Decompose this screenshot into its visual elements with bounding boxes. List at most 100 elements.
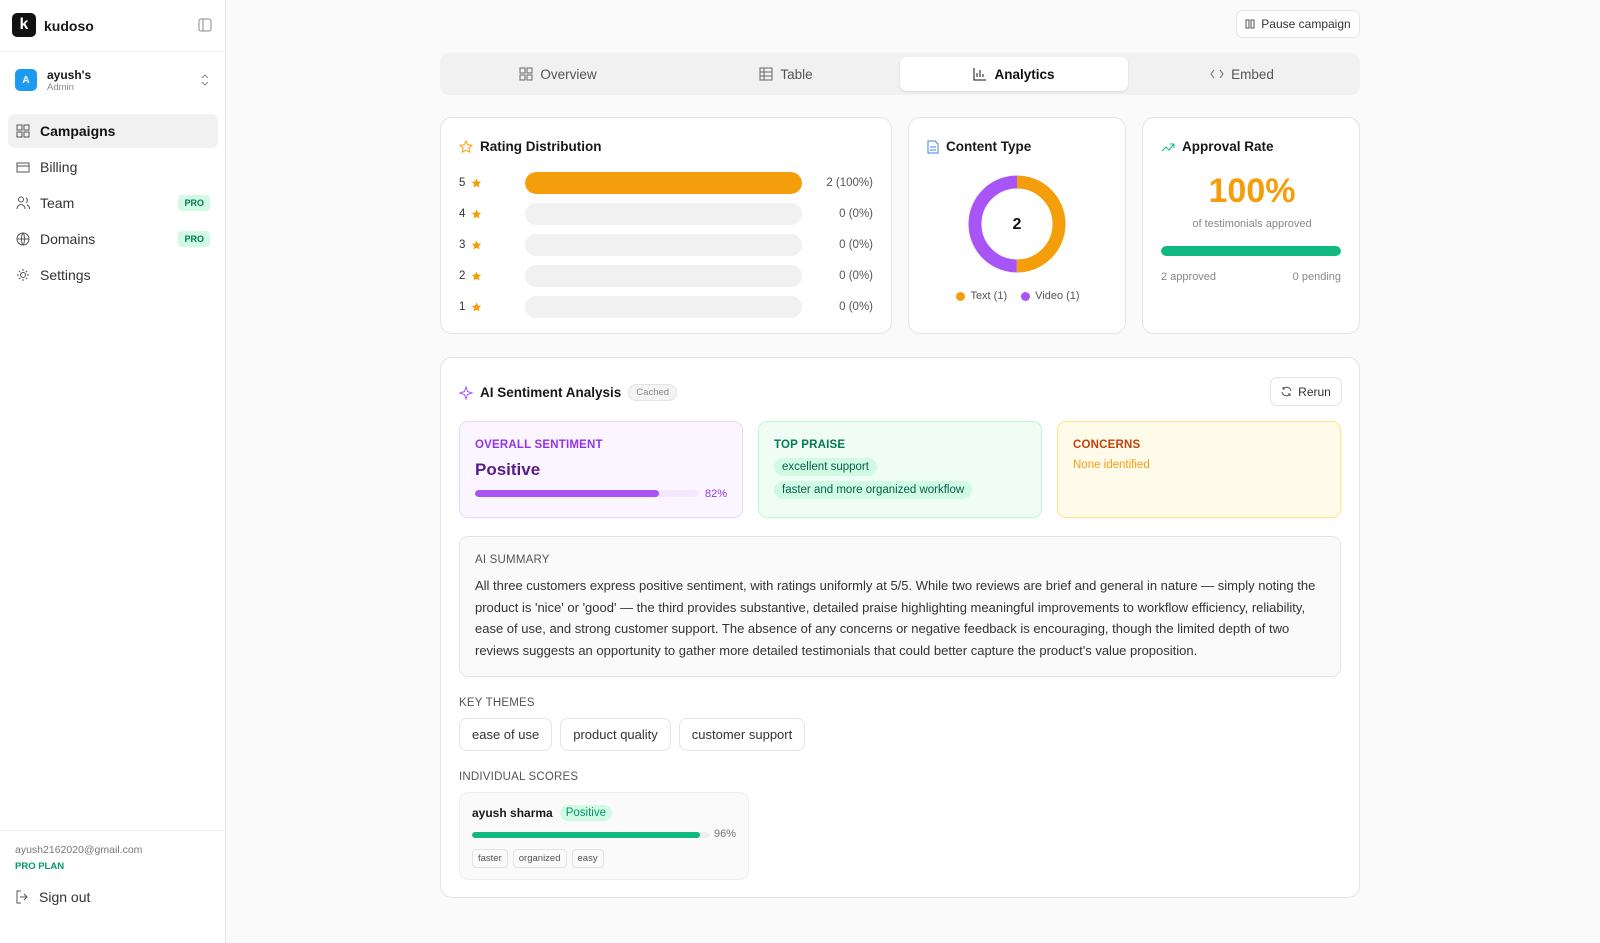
nav-item[interactable]: Campaigns (8, 114, 218, 148)
icon-path (16, 232, 30, 246)
theme-chip: product quality (560, 718, 671, 751)
praise-panel: TOP PRAISE excellent support faster and m… (758, 421, 1042, 518)
pause-icon (1245, 19, 1255, 29)
panel-heading: AI SUMMARY (475, 554, 550, 566)
nav-item[interactable]: Billing (8, 150, 218, 184)
nav-label: Billing (40, 159, 78, 175)
star-count: 1 (459, 301, 466, 313)
nav-label: Domains (40, 231, 96, 247)
rerun-button[interactable]: Rerun (1270, 377, 1342, 406)
card-title: Content Type (946, 139, 1032, 154)
tab[interactable]: Table (672, 57, 900, 91)
sign-out-label: Sign out (39, 889, 91, 905)
card-header: Content Type (927, 139, 1031, 154)
icon-path (16, 162, 30, 173)
tab[interactable]: Analytics (900, 57, 1128, 91)
legend: Text (1) Video (1) (909, 290, 1127, 302)
icon-path (17, 269, 29, 281)
panel-heading: OVERALL SENTIMENT (475, 439, 603, 451)
workspace-switcher[interactable]: A ayush's Admin (8, 60, 218, 100)
nav-item[interactable]: Team PRO (8, 186, 218, 220)
tag-list: faster organized easy (472, 849, 604, 868)
icon (16, 232, 30, 246)
star (471, 209, 482, 218)
praise-pill: faster and more organized workflow (774, 481, 973, 499)
pro-badge: PRO (178, 195, 210, 211)
card-header: Approval Rate (1161, 139, 1274, 154)
score-list: ayush sharma Positive 96% faster organized ea… (459, 792, 749, 880)
rerun-label: Rerun (1298, 384, 1331, 399)
rating-track (525, 265, 802, 287)
icon (519, 67, 533, 81)
icon (16, 162, 30, 173)
approval-value: 100% (1208, 172, 1296, 210)
user-email: ayush2162020@gmail.com (15, 844, 143, 856)
tabs: Overview Table Analytics Embed (440, 53, 1360, 95)
concerns-text: None identified (1073, 459, 1150, 471)
star-shape (471, 302, 482, 311)
nav: Campaigns Billing Team PRO Domains PRO Setting… (8, 114, 218, 294)
card-title: AI Sentiment Analysis (480, 385, 622, 400)
icon-path (519, 67, 533, 81)
tag: faster (472, 849, 508, 868)
rating-track (525, 234, 802, 256)
pause-button[interactable]: Pause campaign (1236, 10, 1360, 38)
legend-swatch (956, 291, 966, 301)
icon (17, 269, 29, 281)
sign-out[interactable]: Sign out (15, 889, 90, 905)
sign-out-icon (16, 890, 28, 904)
star (471, 271, 482, 280)
icon-path (16, 124, 30, 138)
star-count: 3 (459, 239, 466, 251)
nav-label: Settings (40, 267, 91, 283)
rating-bar (525, 172, 802, 194)
tag: organized (512, 849, 567, 868)
nav-item[interactable]: Settings (8, 258, 218, 292)
approval-bar (1161, 246, 1341, 256)
rating-row: 2 0 (0%) (459, 265, 873, 287)
rating-row: 1 0 (0%) (459, 296, 873, 318)
tab[interactable]: Overview (444, 57, 672, 91)
overall-label: Positive (475, 460, 541, 479)
star-icon (459, 139, 473, 153)
legend-label: Text (1) (970, 290, 1008, 302)
rating-label: 0 (0%) (839, 208, 873, 220)
trend-icon (1161, 143, 1175, 151)
pending-count: 0 pending (1292, 271, 1341, 283)
collapse-button[interactable] (198, 18, 212, 32)
card-title: Rating Distribution (480, 139, 602, 154)
rating-row: 4 0 (0%) (459, 203, 873, 225)
section-heading: INDIVIDUAL SCORES (459, 771, 579, 783)
rating-label: 0 (0%) (839, 270, 873, 282)
workspace-name: ayush's (47, 68, 92, 82)
divider (0, 51, 226, 52)
pro-badge: PRO (178, 231, 210, 247)
score-header: ayush sharma Positive (472, 805, 612, 821)
summary-text: All three customers express positive sen… (475, 578, 1316, 658)
tab[interactable]: Embed (1128, 57, 1356, 91)
score-track (472, 832, 709, 838)
praise-list: excellent support faster and more organiz… (774, 457, 1034, 503)
cached-badge: Cached (628, 384, 678, 401)
card-header: AI Sentiment Analysis Cached (459, 384, 678, 401)
rating-row: 5 2 (100%) (459, 172, 873, 194)
icon-path (1210, 69, 1224, 79)
star-shape (471, 178, 482, 187)
rating-rows: 5 2 (100%) 4 0 (0%) 3 0 (0%) 2 0 (0%) 1 0 (0%) (459, 172, 873, 327)
icon-path (973, 68, 987, 81)
nav-item[interactable]: Domains PRO (8, 222, 218, 256)
card-header: Rating Distribution (459, 139, 602, 154)
approval-card: Approval Rate 100% of testimonials appro… (1142, 117, 1360, 334)
divider (0, 830, 226, 831)
rerun-icon (1281, 386, 1292, 397)
rating-row: 3 0 (0%) (459, 234, 873, 256)
theme-chip: customer support (678, 718, 806, 751)
donut-total: 2 (1013, 216, 1022, 233)
panel-heading: CONCERNS (1073, 439, 1141, 451)
rating-card: Rating Distribution 5 2 (100%) 4 0 (0%) 3 0 (… (440, 117, 892, 334)
overall-score: 82% (705, 488, 728, 500)
sentiment-badge: Positive (559, 805, 612, 821)
praise-row: excellent support (774, 457, 1034, 480)
